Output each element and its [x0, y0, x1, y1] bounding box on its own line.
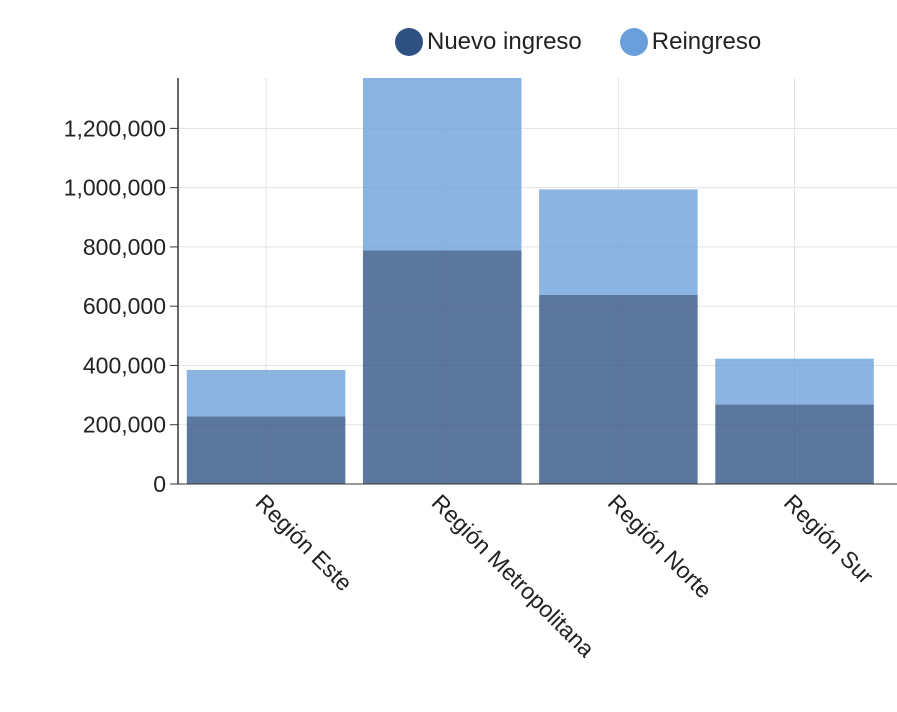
x-category-label: Región Este: [251, 489, 358, 596]
y-tick-label: 0: [153, 471, 166, 497]
legend-swatch-reingreso: [619, 28, 648, 56]
legend-item-nuevo-ingreso[interactable]: Nuevo ingreso: [395, 28, 582, 56]
x-category-label: Región Metropolitana: [427, 489, 600, 662]
bar-reingreso: [539, 189, 698, 295]
y-tick-label: 1,200,000: [64, 115, 166, 141]
bar-reingreso: [186, 369, 346, 417]
legend-item-reingreso[interactable]: Reingreso: [619, 28, 762, 56]
bar-nuevo-ingreso: [539, 294, 698, 484]
y-tick-label: 1,000,000: [64, 175, 166, 201]
bar-nuevo-ingreso: [186, 416, 346, 484]
bar-reingreso: [362, 78, 522, 251]
legend-label-reingreso: Reingreso: [651, 28, 762, 55]
y-tick-label: 200,000: [83, 412, 166, 438]
x-category-label: Región Sur: [779, 489, 879, 589]
y-tick-label: 400,000: [83, 352, 166, 378]
bar-nuevo-ingreso: [715, 404, 874, 484]
chart-legend: Nuevo ingreso Reingreso: [395, 28, 799, 56]
legend-swatch-nuevo-ingreso: [395, 28, 423, 56]
bar-reingreso: [715, 358, 874, 405]
y-tick-label: 800,000: [83, 234, 166, 260]
y-tick-label: 600,000: [83, 293, 166, 319]
x-category-label: Región Norte: [603, 489, 717, 603]
bar-nuevo-ingreso: [362, 250, 522, 484]
legend-label-nuevo-ingreso: Nuevo ingreso: [427, 28, 582, 55]
